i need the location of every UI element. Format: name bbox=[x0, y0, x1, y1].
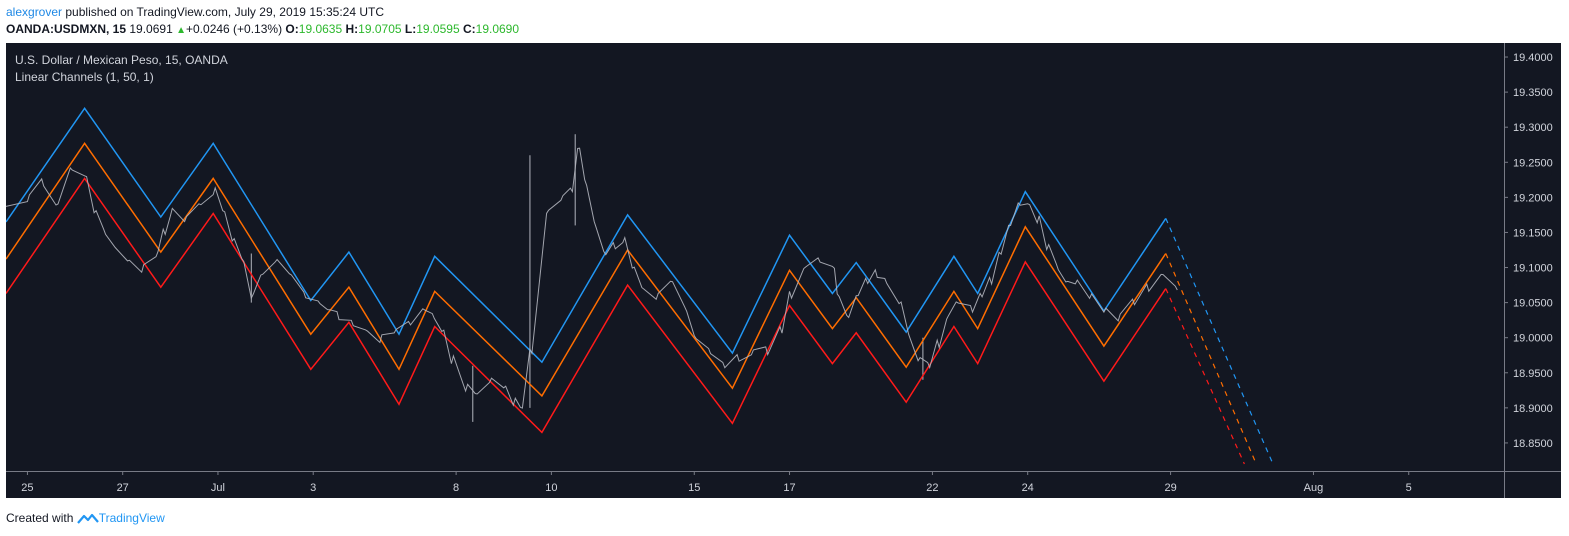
time-tick-label: 24 bbox=[1022, 482, 1034, 494]
chart-background bbox=[6, 43, 1561, 498]
open-label: O: bbox=[285, 22, 299, 36]
indicator-title: Linear Channels (1, 50, 1) bbox=[15, 70, 154, 84]
middle-channel-line bbox=[6, 141, 1167, 398]
high-label: H: bbox=[345, 22, 359, 36]
price-tick-label: 19.0500 bbox=[1513, 298, 1553, 310]
time-tick-label: 17 bbox=[783, 482, 795, 494]
symbol-info: OANDA:USDMXN, 15 19.0691 ▲+0.0246 (+0.13… bbox=[6, 22, 519, 36]
price-axis[interactable]: 19.4000 19.3500 19.3000 19.2500 19.2000 19.15… bbox=[1504, 43, 1561, 498]
upper-channel-projection bbox=[1165, 218, 1274, 465]
price-tick-label: 18.9500 bbox=[1513, 368, 1553, 380]
plot-area bbox=[6, 106, 1274, 465]
price-tick-label: 19.2500 bbox=[1513, 157, 1553, 169]
time-tick-label: 22 bbox=[926, 482, 938, 494]
series-layer bbox=[6, 106, 1274, 465]
up-arrow-icon: ▲ bbox=[176, 25, 186, 36]
price-tick-label: 18.9000 bbox=[1513, 403, 1553, 415]
lower-channel-projection bbox=[1165, 288, 1245, 465]
price-tick-label: 19.1500 bbox=[1513, 227, 1553, 239]
low-label: L: bbox=[404, 22, 417, 36]
publish-info: alexgrover published on TradingView.com,… bbox=[6, 5, 384, 19]
time-tick-label: Aug bbox=[1304, 482, 1324, 494]
tradingview-link[interactable]: TradingView bbox=[98, 511, 165, 525]
time-tick-label: Jul bbox=[211, 482, 225, 494]
footer: Created with TradingView bbox=[6, 511, 165, 526]
publish-date: published on TradingView.com, July 29, 2… bbox=[65, 5, 385, 19]
time-tick-label: 15 bbox=[688, 482, 700, 494]
price-change: +0.0246 (+0.13%) bbox=[186, 22, 283, 36]
price-tick-label: 19.4000 bbox=[1513, 52, 1553, 64]
price-tick-label: 19.2000 bbox=[1513, 192, 1553, 204]
time-tick-label: 5 bbox=[1406, 482, 1412, 494]
high-value: 19.0705 bbox=[358, 22, 402, 36]
time-tick-label: 25 bbox=[21, 482, 33, 494]
symbol-name: OANDA:USDMXN, 15 bbox=[6, 22, 127, 36]
close-label: C: bbox=[462, 22, 476, 36]
last-price: 19.0691 bbox=[129, 22, 173, 36]
open-value: 19.0635 bbox=[298, 22, 343, 36]
price-chart[interactable]: 19.4000 19.3500 19.3000 19.2500 19.2000 19.15… bbox=[6, 43, 1561, 498]
price-tick-label: 19.0000 bbox=[1513, 333, 1553, 345]
time-tick-label: 3 bbox=[310, 482, 316, 494]
author-link[interactable]: alexgrover bbox=[6, 5, 63, 19]
price-tick-label: 19.1000 bbox=[1513, 263, 1553, 275]
price-tick-label: 18.8500 bbox=[1513, 438, 1553, 450]
upper-channel-line bbox=[6, 106, 1167, 364]
time-axis[interactable]: 25 27 Jul 3 8 10 15 17 22 24 29 Aug 5 bbox=[6, 471, 1561, 494]
price-tick-label: 19.3500 bbox=[1513, 87, 1553, 99]
close-value: 19.0690 bbox=[475, 22, 520, 36]
time-tick-label: 10 bbox=[545, 482, 557, 494]
price-axis-background bbox=[1504, 43, 1561, 498]
time-tick-label: 8 bbox=[453, 482, 459, 494]
chart-panel[interactable]: 19.4000 19.3500 19.3000 19.2500 19.2000 19.15… bbox=[6, 43, 1561, 498]
lower-channel-line bbox=[6, 177, 1167, 434]
time-tick-label: 29 bbox=[1164, 482, 1176, 494]
tradingview-logo-icon bbox=[76, 513, 99, 524]
chart-title: U.S. Dollar / Mexican Peso, 15, OANDA bbox=[15, 53, 228, 67]
middle-channel-projection bbox=[1165, 253, 1257, 465]
price-tick-label: 19.3000 bbox=[1513, 122, 1553, 134]
price-line-usdmxn bbox=[6, 147, 1178, 409]
created-with-label: Created with bbox=[6, 511, 74, 525]
time-tick-label: 27 bbox=[117, 482, 129, 494]
low-value: 19.0595 bbox=[416, 22, 460, 36]
